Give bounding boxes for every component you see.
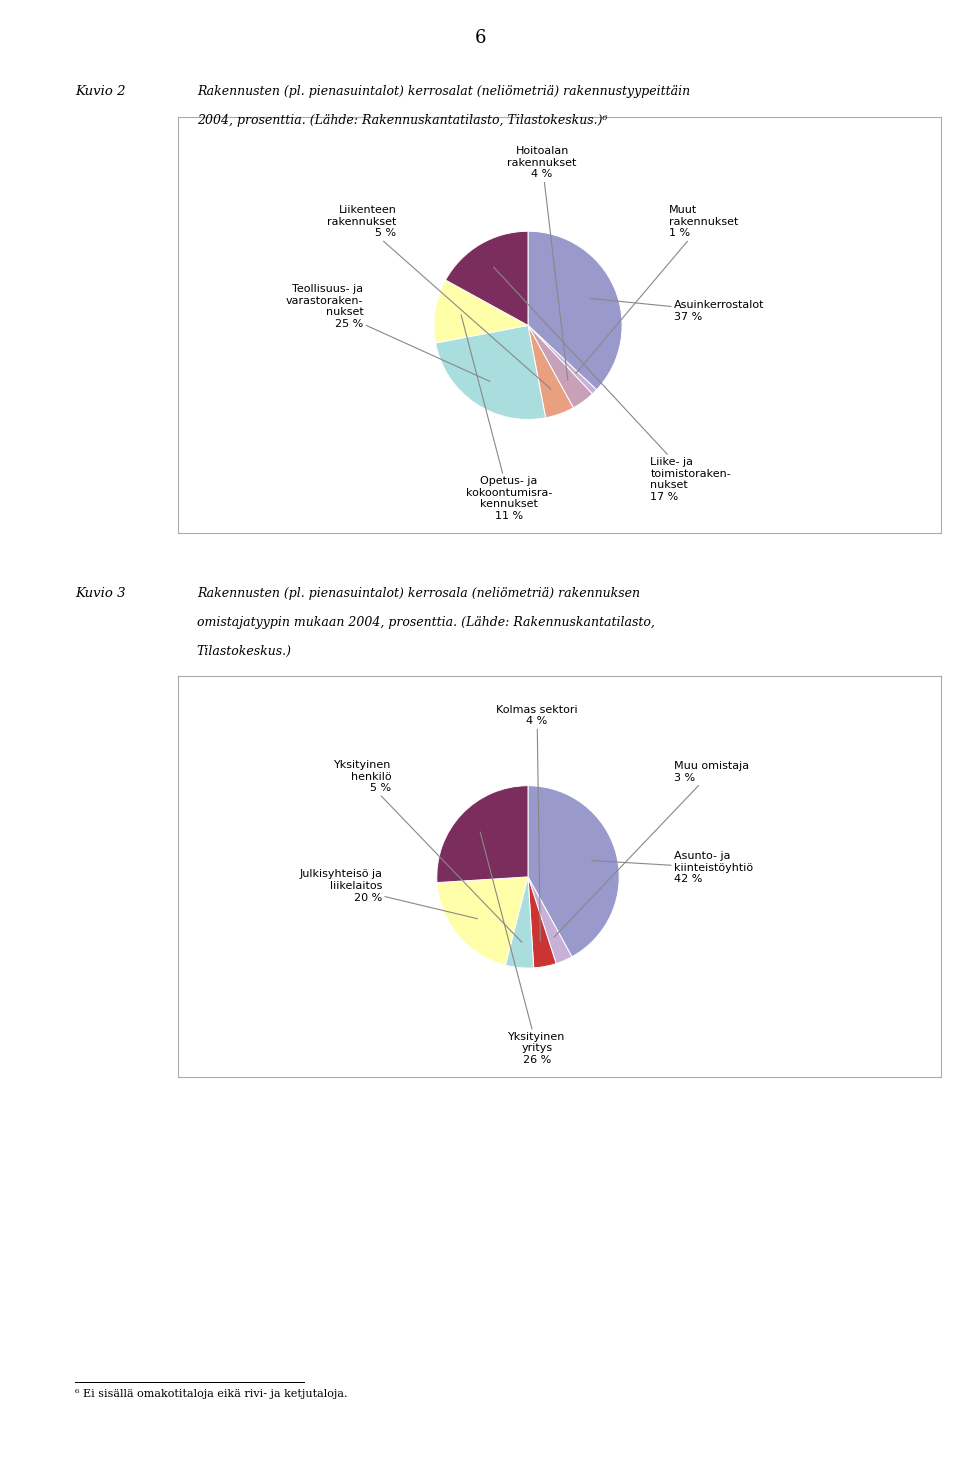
Text: Rakennusten (pl. pienasuintalot) kerrosalat (neliömetriä) rakennustyypeittäin: Rakennusten (pl. pienasuintalot) kerrosa… bbox=[197, 85, 690, 98]
Text: Muu omistaja
3 %: Muu omistaja 3 % bbox=[554, 762, 749, 937]
Text: Tilastokeskus.): Tilastokeskus.) bbox=[197, 645, 292, 658]
Text: Hoitoalan
rakennukset
4 %: Hoitoalan rakennukset 4 % bbox=[508, 146, 577, 381]
Wedge shape bbox=[505, 877, 534, 967]
Text: Yksityinen
yritys
26 %: Yksityinen yritys 26 % bbox=[480, 832, 565, 1065]
Wedge shape bbox=[437, 877, 528, 966]
Wedge shape bbox=[528, 325, 573, 417]
Wedge shape bbox=[437, 785, 528, 883]
Text: Julkisyhteisö ja
liikelaitos
20 %: Julkisyhteisö ja liikelaitos 20 % bbox=[300, 870, 477, 919]
Text: Yksityinen
henkilö
5 %: Yksityinen henkilö 5 % bbox=[334, 760, 522, 943]
Text: Opetus- ja
kokoontumisra-
kennukset
11 %: Opetus- ja kokoontumisra- kennukset 11 % bbox=[461, 315, 552, 521]
Text: Liikenteen
rakennukset
5 %: Liikenteen rakennukset 5 % bbox=[326, 206, 551, 390]
Wedge shape bbox=[528, 877, 556, 967]
Text: Muut
rakennukset
1 %: Muut rakennukset 1 % bbox=[576, 206, 738, 374]
Wedge shape bbox=[528, 877, 572, 963]
Wedge shape bbox=[528, 785, 619, 957]
Text: Kolmas sektori
4 %: Kolmas sektori 4 % bbox=[496, 705, 578, 941]
Wedge shape bbox=[445, 231, 528, 325]
Wedge shape bbox=[528, 325, 596, 394]
Text: ⁶ Ei sisällä omakotitaloja eikä rivi- ja ketjutaloja.: ⁶ Ei sisällä omakotitaloja eikä rivi- ja… bbox=[75, 1389, 348, 1399]
Wedge shape bbox=[436, 325, 545, 419]
Text: 6: 6 bbox=[474, 29, 486, 47]
Text: Asuinkerrostalot
37 %: Asuinkerrostalot 37 % bbox=[590, 299, 764, 322]
Wedge shape bbox=[528, 231, 622, 390]
Text: Asunto- ja
kiinteistöyhtiö
42 %: Asunto- ja kiinteistöyhtiö 42 % bbox=[591, 851, 753, 884]
Text: Kuvio 2: Kuvio 2 bbox=[75, 85, 126, 98]
Text: Teollisuus- ja
varastoraken-
nukset
25 %: Teollisuus- ja varastoraken- nukset 25 % bbox=[286, 285, 490, 381]
Text: Kuvio 3: Kuvio 3 bbox=[75, 587, 126, 600]
Wedge shape bbox=[528, 325, 592, 409]
Text: Rakennusten (pl. pienasuintalot) kerrosala (neliömetriä) rakennuksen: Rakennusten (pl. pienasuintalot) kerrosa… bbox=[197, 587, 639, 600]
Wedge shape bbox=[434, 280, 528, 343]
Text: 2004, prosenttia. (Lähde: Rakennuskantatilasto, Tilastokeskus.)⁶: 2004, prosenttia. (Lähde: Rakennuskantat… bbox=[197, 114, 608, 127]
Text: Liike- ja
toimistoraken-
nukset
17 %: Liike- ja toimistoraken- nukset 17 % bbox=[493, 267, 732, 502]
Text: omistajatyypin mukaan 2004, prosenttia. (Lähde: Rakennuskantatilasto,: omistajatyypin mukaan 2004, prosenttia. … bbox=[197, 616, 655, 629]
